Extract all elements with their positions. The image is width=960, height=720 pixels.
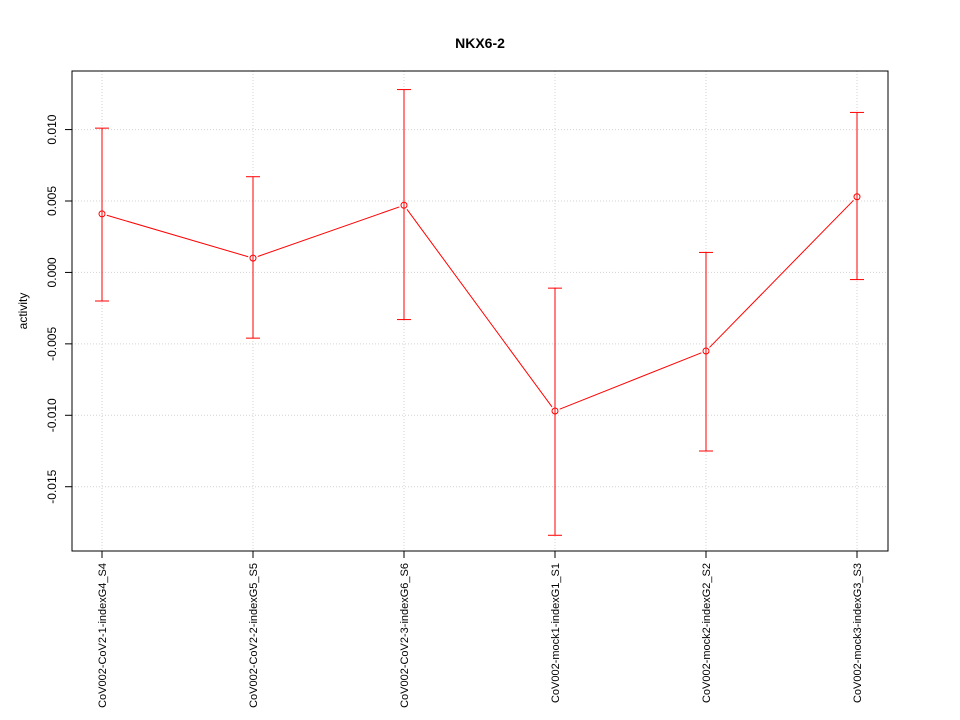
series-line-segment [106, 214, 249, 258]
data-point [98, 210, 106, 218]
data-point [853, 193, 861, 201]
plot-frame [71, 70, 889, 552]
x-tick-label: CoV002-CoV2-2-indexG5_S5 [248, 563, 260, 708]
x-axis: CoV002-CoV2-1-indexG4_S4 CoV002-CoV2-2-in… [97, 550, 864, 708]
x-tick-label: CoV002-mock3-indexG3_S3 [852, 563, 864, 703]
series-line-segment [709, 199, 854, 348]
y-axis: -0.015 -0.010 -0.005 0.000 0.005 0.010 [45, 114, 73, 504]
series-line-segment [406, 209, 553, 408]
y-tick-label: -0.005 [45, 327, 59, 361]
y-tick-label: -0.010 [45, 398, 59, 432]
data-point [400, 201, 408, 209]
x-tick-label: CoV002-mock2-indexG2_S2 [701, 563, 713, 703]
series-line-segment [257, 206, 400, 257]
y-tick-label: 0.010 [45, 114, 59, 144]
chart-title: NKX6-2 [455, 35, 505, 51]
series-line-segment [559, 352, 702, 410]
series-layer [95, 89, 864, 536]
x-tick-label: CoV002-CoV2-1-indexG4_S4 [97, 563, 109, 708]
data-point [551, 407, 559, 415]
x-tick-label: CoV002-mock1-indexG1_S1 [550, 563, 562, 703]
grid-lines [72, 71, 888, 551]
data-point [702, 347, 710, 355]
y-tick-label: 0.005 [45, 186, 59, 216]
y-axis-label: activity [16, 293, 30, 330]
y-tick-label: -0.015 [45, 469, 59, 503]
data-point [249, 254, 257, 262]
y-tick-label: 0.000 [45, 257, 59, 287]
x-tick-label: CoV002-CoV2-3-indexG6_S6 [399, 563, 411, 708]
